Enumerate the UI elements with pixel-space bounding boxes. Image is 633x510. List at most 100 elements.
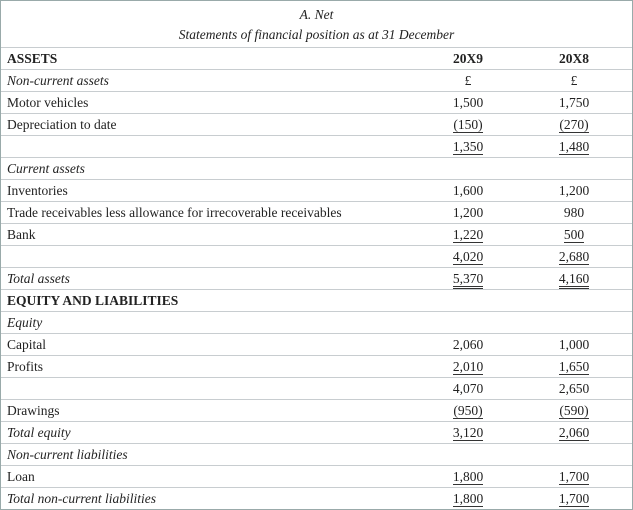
row-label: ASSETS xyxy=(7,51,58,66)
row-label: Trade receivables less allowance for irr… xyxy=(7,205,342,220)
value-cell: 20X9 xyxy=(433,51,503,67)
value-text: 1,750 xyxy=(558,95,590,110)
value-cell: 4,160 xyxy=(539,271,609,289)
value-text: £ xyxy=(570,73,578,88)
row-label: EQUITY AND LIABILITIES xyxy=(7,293,179,308)
value-text: 1,480 xyxy=(558,139,590,155)
value-cell: 2,650 xyxy=(539,381,609,397)
value-text: 1,500 xyxy=(452,95,484,110)
row-label: Profits xyxy=(7,359,44,374)
row-label: Capital xyxy=(7,337,46,352)
value-cell: 1,800 xyxy=(433,491,503,507)
row-label: Total assets xyxy=(7,271,70,286)
value-text: 4,070 xyxy=(452,381,484,396)
value-cell: 1,200 xyxy=(433,205,503,221)
value-text: (270) xyxy=(559,117,589,133)
value-cell: 1,350 xyxy=(433,139,503,155)
value-cell: 1,650 xyxy=(539,359,609,375)
value-cell: 2,060 xyxy=(539,425,609,441)
table-row: Depreciation to date (150) (270) xyxy=(1,113,632,135)
value-cell: 1,800 xyxy=(433,469,503,485)
row-label: Inventories xyxy=(7,183,68,198)
table-row: Profits 2,010 1,650 xyxy=(1,355,632,377)
value-text: 2,060 xyxy=(558,425,590,441)
value-text: 1,600 xyxy=(452,183,484,198)
table-row: 1,350 1,480 xyxy=(1,135,632,157)
value-cell: 1,700 xyxy=(539,469,609,485)
value-text: 1,700 xyxy=(558,491,590,507)
value-cell: (590) xyxy=(539,403,609,419)
value-cell: 20X8 xyxy=(539,51,609,67)
row-label: Loan xyxy=(7,469,35,484)
table-row: ASSETS 20X9 20X8 xyxy=(1,47,632,69)
table-row: Non-current liabilities xyxy=(1,443,632,465)
value-text: 1,000 xyxy=(558,337,590,352)
value-text: 4,020 xyxy=(452,249,484,265)
value-text: 3,120 xyxy=(452,425,484,441)
row-label: Total equity xyxy=(7,425,71,440)
value-text: 1,220 xyxy=(452,227,484,243)
table-row: Loan 1,800 1,700 xyxy=(1,465,632,487)
value-text: 1,350 xyxy=(452,139,484,155)
subtitle: Statements of financial position as at 3… xyxy=(178,27,455,42)
table-row: Motor vehicles 1,500 1,750 xyxy=(1,91,632,113)
value-text: 1,800 xyxy=(452,469,484,485)
table-row: Current assets xyxy=(1,157,632,179)
value-cell: 2,010 xyxy=(433,359,503,375)
value-text: 1,650 xyxy=(558,359,590,375)
table-row: 4,070 2,650 xyxy=(1,377,632,399)
table-row: Inventories 1,600 1,200 xyxy=(1,179,632,201)
value-text: 1,700 xyxy=(558,469,590,485)
value-text: 2,010 xyxy=(452,359,484,375)
row-label: Equity xyxy=(7,315,43,330)
table-row: Total assets 5,370 4,160 xyxy=(1,267,632,289)
value-cell: 1,480 xyxy=(539,139,609,155)
table-row: Trade receivables less allowance for irr… xyxy=(1,201,632,223)
value-text: 4,160 xyxy=(558,271,590,289)
value-text: 500 xyxy=(563,227,585,243)
value-text: 5,370 xyxy=(452,271,484,289)
row-label: Drawings xyxy=(7,403,60,418)
value-text: 1,800 xyxy=(452,491,484,507)
value-cell: 500 xyxy=(539,227,609,243)
value-cell: £ xyxy=(433,73,503,89)
row-label: Non-current liabilities xyxy=(7,447,128,462)
row-label: Current assets xyxy=(7,161,85,176)
value-cell: 3,120 xyxy=(433,425,503,441)
value-cell: 980 xyxy=(539,205,609,221)
value-cell: 4,020 xyxy=(433,249,503,265)
value-cell: 1,220 xyxy=(433,227,503,243)
value-text: 2,060 xyxy=(452,337,484,352)
table-row: EQUITY AND LIABILITIES xyxy=(1,289,632,311)
table-row: Drawings (950) (590) xyxy=(1,399,632,421)
value-cell: 2,060 xyxy=(433,337,503,353)
value-text: (590) xyxy=(559,403,589,419)
value-cell: (150) xyxy=(433,117,503,133)
table-row: Bank 1,220 500 xyxy=(1,223,632,245)
value-text: 1,200 xyxy=(558,183,590,198)
value-text: 2,680 xyxy=(558,249,590,265)
value-text: 980 xyxy=(563,205,585,220)
row-label: Non-current assets xyxy=(7,73,109,88)
value-cell: (950) xyxy=(433,403,503,419)
value-cell: 1,750 xyxy=(539,95,609,111)
value-text: 20X9 xyxy=(453,51,483,66)
value-text: 2,650 xyxy=(558,381,590,396)
title: A. Net xyxy=(299,7,334,22)
value-text: (150) xyxy=(453,117,483,133)
table-row: 4,020 2,680 xyxy=(1,245,632,267)
value-text: £ xyxy=(464,73,472,88)
value-cell: 4,070 xyxy=(433,381,503,397)
table-row: Total equity 3,120 2,060 xyxy=(1,421,632,443)
row-label: Depreciation to date xyxy=(7,117,117,132)
value-cell: 5,370 xyxy=(433,271,503,289)
value-text: 20X8 xyxy=(559,51,589,66)
value-cell: (270) xyxy=(539,117,609,133)
value-cell: 2,680 xyxy=(539,249,609,265)
value-cell: 1,200 xyxy=(539,183,609,199)
value-text: (950) xyxy=(453,403,483,419)
table-row: Total non-current liabilities 1,800 1,700 xyxy=(1,487,632,509)
value-cell: £ xyxy=(539,73,609,89)
table-row: Equity xyxy=(1,311,632,333)
